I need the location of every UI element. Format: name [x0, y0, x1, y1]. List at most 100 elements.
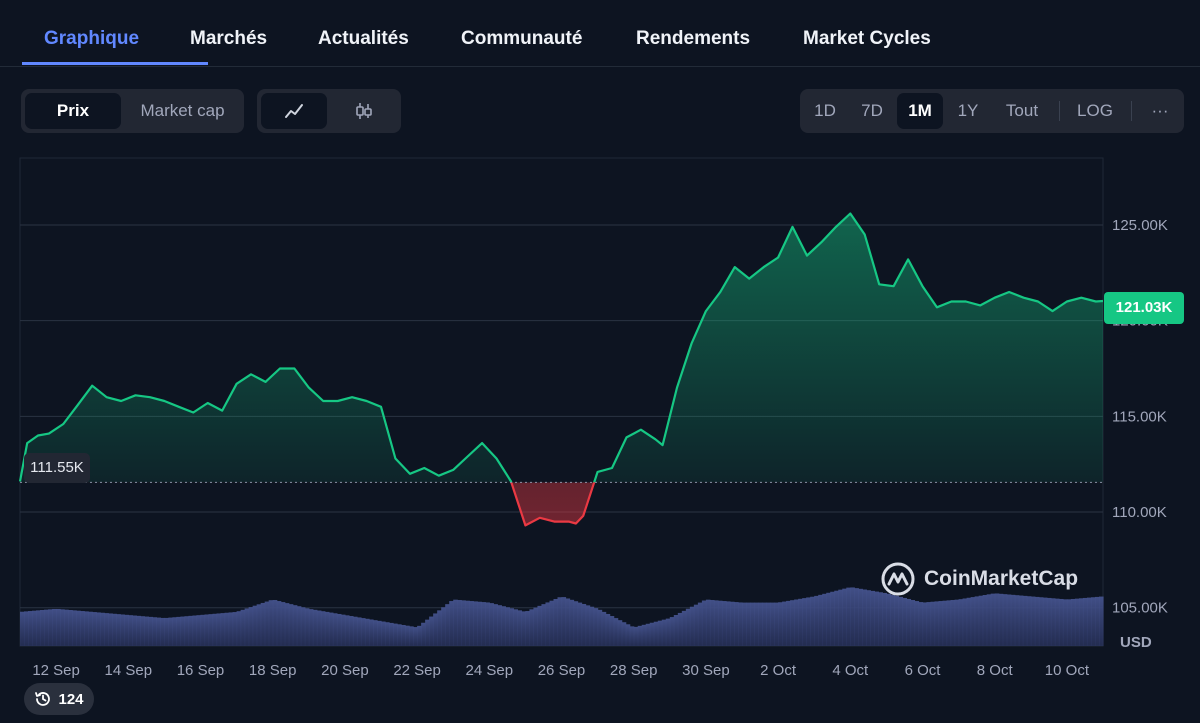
volume-bar — [561, 597, 567, 646]
volume-bar — [918, 602, 924, 646]
volume-bar — [922, 602, 928, 646]
history-count: 124 — [58, 690, 84, 708]
volume-bar — [910, 600, 916, 646]
volume-bar — [998, 593, 1004, 646]
volume-bar — [417, 625, 422, 646]
metric-toggle: Prix Market cap — [21, 89, 244, 133]
tab-rendements[interactable]: Rendements — [636, 28, 751, 49]
volume-bar — [36, 610, 41, 646]
prix-button[interactable]: Prix — [25, 93, 121, 129]
volume-bar — [762, 602, 767, 646]
market-cap-button[interactable]: Market cap — [140, 101, 225, 120]
tab-market-cycles[interactable]: Market Cycles — [803, 28, 931, 49]
volume-bar — [766, 602, 771, 646]
active-tab-indicator — [22, 62, 208, 65]
volume-bar — [758, 602, 763, 646]
volume-bar — [356, 617, 362, 646]
volume-bar — [84, 611, 89, 646]
volume-bar — [737, 602, 743, 646]
y-tick-label: 105.00K — [1112, 600, 1168, 617]
range-1d-button[interactable]: 1D — [814, 101, 836, 120]
volume-bar — [798, 598, 803, 646]
volume-bar — [577, 602, 583, 646]
x-tick-label: 8 Oct — [977, 662, 1014, 679]
volume-bar — [978, 595, 984, 646]
y-tick-label: 110.00K — [1112, 504, 1167, 521]
volume-bar — [204, 614, 210, 646]
volume-bar — [164, 617, 170, 646]
volume-bar — [320, 611, 326, 646]
volume-bar — [786, 600, 791, 646]
volume-bar — [513, 609, 518, 646]
volume-bar — [938, 601, 944, 646]
volume-bar — [64, 609, 69, 646]
volume-bar — [830, 591, 835, 646]
tab-graphique[interactable]: Graphique — [44, 28, 140, 49]
volume-bar — [32, 610, 37, 646]
more-options-button[interactable]: ··· — [1151, 101, 1169, 120]
range-1y-button[interactable]: 1Y — [957, 101, 979, 120]
volume-bar — [409, 626, 414, 646]
volume-bar — [946, 600, 952, 646]
volume-bar — [721, 601, 727, 646]
volume-bar — [818, 594, 823, 646]
tab-communaute[interactable]: Communauté — [461, 28, 583, 49]
volume-bar — [1022, 595, 1028, 646]
range-1m-button[interactable]: 1M — [897, 93, 943, 129]
volume-bar — [68, 610, 73, 646]
volume-bar — [1090, 597, 1096, 646]
volume-bar — [1074, 598, 1080, 646]
price-line-down — [510, 482, 596, 527]
candlestick-button[interactable] — [331, 93, 397, 129]
volume-bar — [284, 603, 290, 646]
volume-bar — [581, 603, 587, 646]
volume-bar — [324, 611, 330, 646]
volume-bar — [505, 607, 510, 646]
volume-bar — [834, 590, 839, 646]
x-tick-label: 28 Sep — [610, 662, 658, 679]
history-button[interactable]: 124 — [24, 683, 94, 715]
volume-bar — [673, 615, 679, 646]
x-tick-label: 24 Sep — [466, 662, 514, 679]
volume-bar — [641, 624, 647, 646]
volume-bar — [842, 588, 847, 646]
volume-bar — [172, 617, 178, 646]
volume-bar — [569, 599, 575, 646]
volume-bar — [774, 602, 779, 646]
volume-bar — [1062, 599, 1068, 646]
volume-bar — [1058, 598, 1064, 646]
volume-bar — [1078, 598, 1084, 646]
volume-bar — [742, 602, 747, 646]
range-7d-button[interactable]: 7D — [861, 101, 883, 120]
volume-bar — [300, 607, 306, 646]
volume-bar — [934, 601, 940, 646]
volume-bar — [152, 617, 157, 646]
volume-bar — [1026, 596, 1032, 646]
volume-bar — [866, 590, 871, 646]
tab-marches[interactable]: Marchés — [190, 28, 268, 49]
x-tick-label: 10 Oct — [1045, 662, 1090, 679]
log-scale-button[interactable]: LOG — [1077, 101, 1113, 120]
volume-bar — [653, 621, 659, 646]
volume-bar — [725, 601, 731, 646]
volume-bar — [72, 610, 77, 646]
volume-bar — [665, 618, 671, 646]
volume-bar — [878, 592, 883, 646]
volume-bar — [268, 600, 274, 646]
volume-bar — [405, 625, 410, 646]
area-fill-up — [20, 213, 1103, 483]
tab-actualites[interactable]: Actualités — [318, 28, 409, 49]
volume-bar — [308, 609, 314, 646]
range-tout-button[interactable]: Tout — [1005, 101, 1039, 120]
volume-bar — [92, 612, 97, 646]
volume-bar — [806, 597, 811, 646]
volume-bar — [898, 596, 904, 646]
line-chart-button[interactable] — [261, 93, 327, 129]
volume-bar — [1002, 594, 1008, 646]
volume-bar — [545, 602, 551, 646]
volume-bar — [457, 600, 462, 646]
volume-bar — [529, 609, 535, 646]
range-divider — [1131, 101, 1132, 121]
